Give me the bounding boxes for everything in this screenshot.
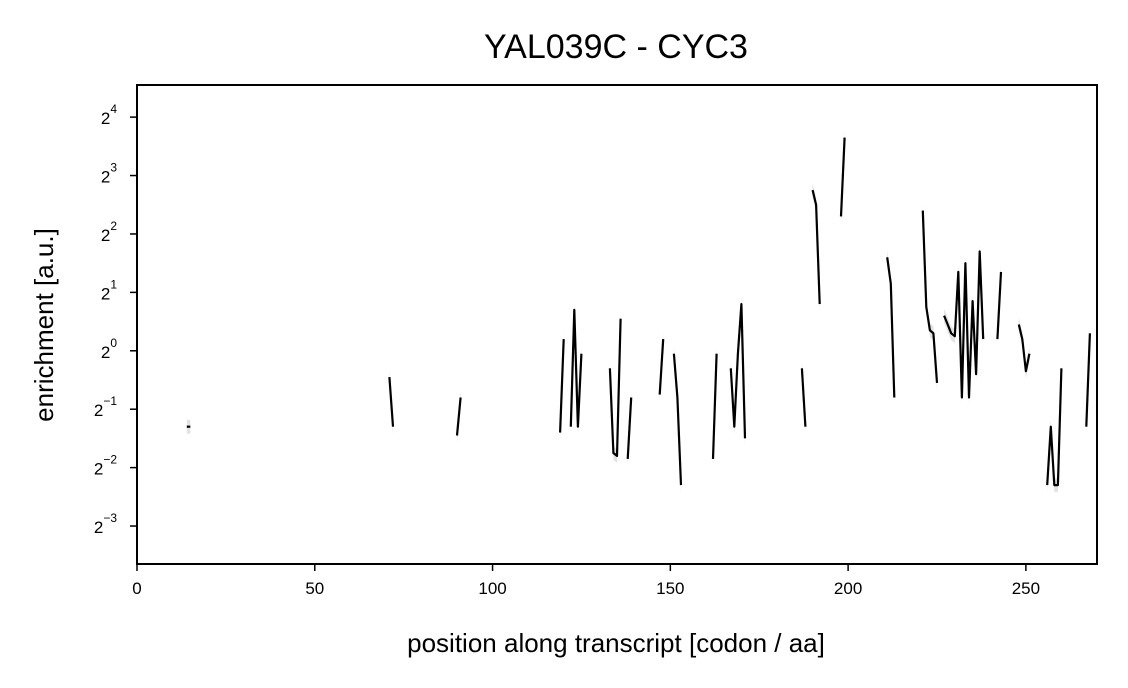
- y-tick-label: 2−1: [94, 394, 117, 420]
- x-tick-label: 50: [305, 579, 324, 598]
- series-line: [996, 271, 1003, 340]
- y-tick-label: 20: [101, 336, 117, 362]
- y-axis-label: enrichment [a.u.]: [29, 228, 59, 422]
- y-tick-label: 23: [101, 161, 117, 187]
- chart-title: YAL039C - CYC3: [484, 28, 748, 66]
- series-line: [943, 250, 985, 399]
- series-line: [608, 318, 622, 457]
- series-line: [711, 353, 718, 459]
- plot-frame: [136, 84, 1098, 565]
- series-line: [658, 339, 665, 395]
- series-line: [559, 339, 565, 433]
- y-tick-label: 24: [101, 102, 117, 128]
- data-lines: [186, 137, 1091, 487]
- series-line: [800, 368, 807, 427]
- x-tick-label: 100: [478, 579, 506, 598]
- y-tick-label: 21: [101, 277, 117, 303]
- series-line: [569, 308, 583, 428]
- y-tick-label: 22: [101, 219, 117, 245]
- series-line: [1085, 333, 1091, 427]
- series-line: [1046, 368, 1063, 487]
- series-line: [839, 137, 846, 217]
- series-line: [626, 397, 633, 459]
- series-line: [921, 210, 939, 383]
- y-tick-label: 2−2: [94, 453, 117, 479]
- x-tick-label: 200: [834, 579, 862, 598]
- x-axis-label: position along transcript [codon / aa]: [407, 628, 825, 658]
- series-line: [729, 303, 747, 439]
- confidence-bands: [186, 130, 1090, 493]
- series-line: [388, 377, 395, 427]
- series-line: [455, 397, 462, 436]
- series-line: [811, 189, 821, 305]
- x-tick-label: 250: [1012, 579, 1040, 598]
- series-line: [1017, 324, 1031, 373]
- x-axis-ticks: 0 50 100 150 200 250: [132, 564, 1040, 598]
- x-tick-label: 150: [656, 579, 684, 598]
- y-tick-label: 2−3: [94, 511, 117, 537]
- y-axis-ticks: 2−3 2−2 2−1 20 21 22 23 24: [94, 102, 137, 537]
- x-tick-label: 0: [132, 579, 141, 598]
- series-line: [672, 353, 683, 486]
- series-line: [886, 257, 896, 398]
